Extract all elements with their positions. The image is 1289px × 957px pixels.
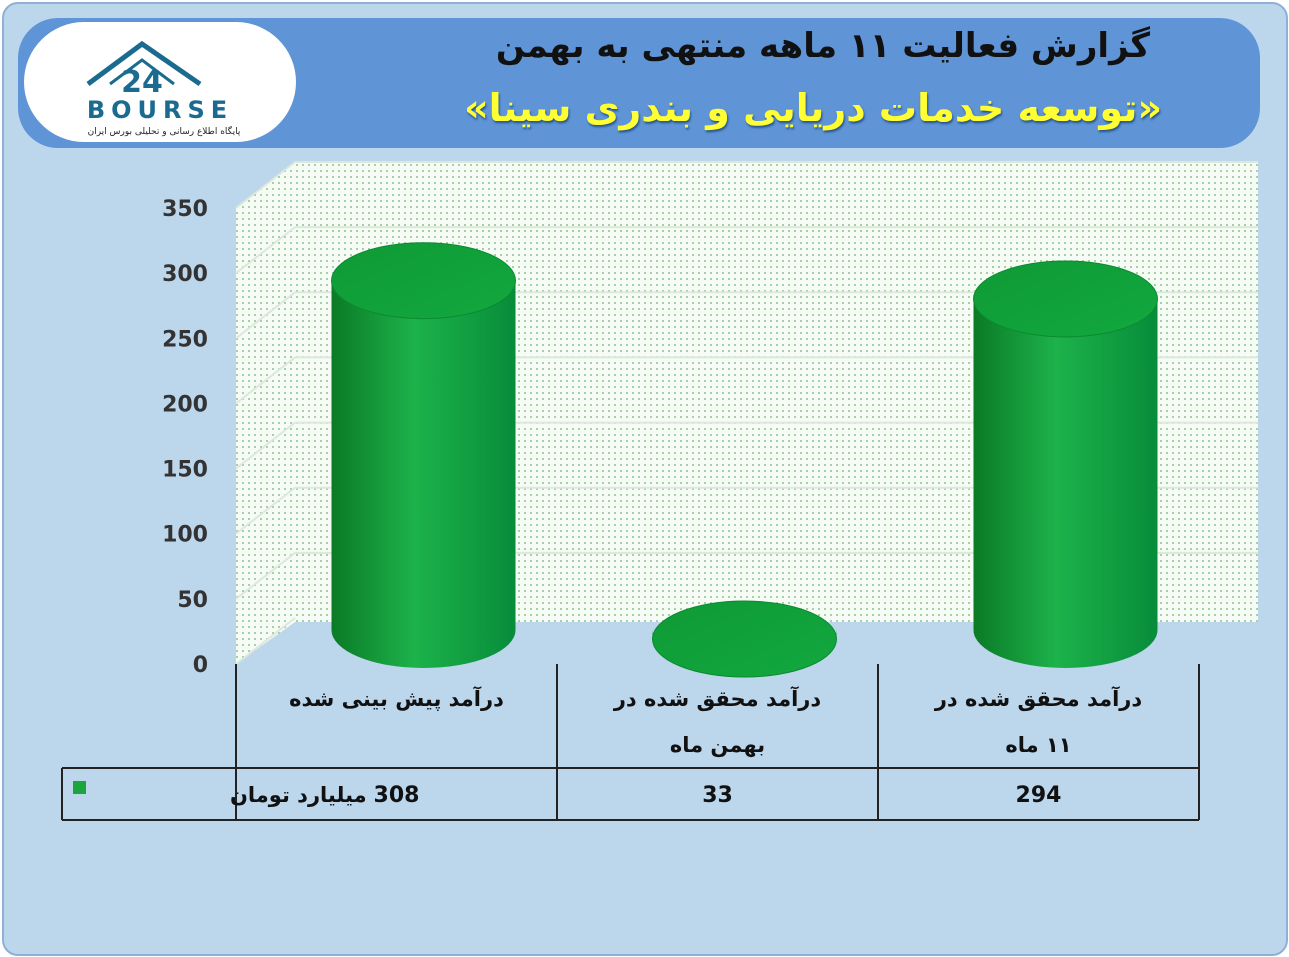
logo-wordmark: BOURSE (87, 96, 233, 124)
y-tick-label: 0 (193, 653, 208, 678)
bars (331, 242, 1158, 678)
y-axis-ticks: 0 50 100 150 200 250 300 350 (162, 197, 208, 678)
data-value-label: 33 (702, 783, 733, 808)
x-category-label: بهمن ماه (670, 733, 765, 757)
bar-3 (973, 260, 1158, 668)
x-category-label: درآمد پیش بینی شده (289, 686, 504, 711)
gridline-side (235, 161, 296, 209)
bar-1 (331, 242, 516, 668)
bar-top (973, 260, 1158, 338)
company-name-title: «توسعه خدمات دریایی و بندری سینا» (464, 86, 1162, 130)
y-tick-label: 200 (162, 392, 208, 417)
bar-top (331, 242, 516, 320)
x-category-label: درآمد محقق شده در (613, 686, 822, 711)
gridline-side (235, 226, 296, 274)
y-tick-label: 50 (177, 588, 208, 613)
page-title: گزارش فعالیت ۱۱ ماهه منتهی به بهمن (495, 26, 1150, 66)
data-value-label: 294 (1016, 783, 1062, 808)
data-table: درآمد پیش بینی شده 308 درآمد محقق شده در به… (61, 664, 1200, 821)
logo: 24 BOURSE پایگاه اطلاع رسانی و تحلیلی بو… (24, 22, 296, 142)
y-tick-label: 250 (162, 327, 208, 352)
logo-tagline: پایگاه اطلاع رسانی و تحلیلی بورس ایران (88, 125, 241, 137)
y-tick-label: 350 (162, 197, 208, 222)
gridline-side (235, 552, 296, 600)
gridline-side (235, 486, 296, 535)
gridline-side (235, 356, 296, 405)
x-category-label: درآمد محقق شده در (934, 686, 1143, 711)
logo-number: 24 (121, 65, 163, 100)
bourse-logo-icon: 24 BOURSE پایگاه اطلاع رسانی و تحلیلی بو… (86, 40, 241, 137)
gridline-side (235, 617, 296, 665)
legend-series-name: میلیارد تومان (230, 783, 367, 807)
x-category-label: ۱۱ ماه (1005, 733, 1071, 757)
data-value-label: 308 (374, 783, 420, 808)
bar-body (331, 280, 516, 668)
y-tick-label: 150 (162, 458, 208, 483)
y-tick-label: 300 (162, 262, 208, 287)
bar-top (652, 600, 837, 678)
y-tick-label: 100 (162, 523, 208, 548)
legend-swatch (73, 781, 86, 794)
bar-body (973, 298, 1158, 668)
gridline-side (235, 421, 296, 470)
gridline-side (235, 291, 296, 340)
bar-2 (652, 600, 837, 678)
